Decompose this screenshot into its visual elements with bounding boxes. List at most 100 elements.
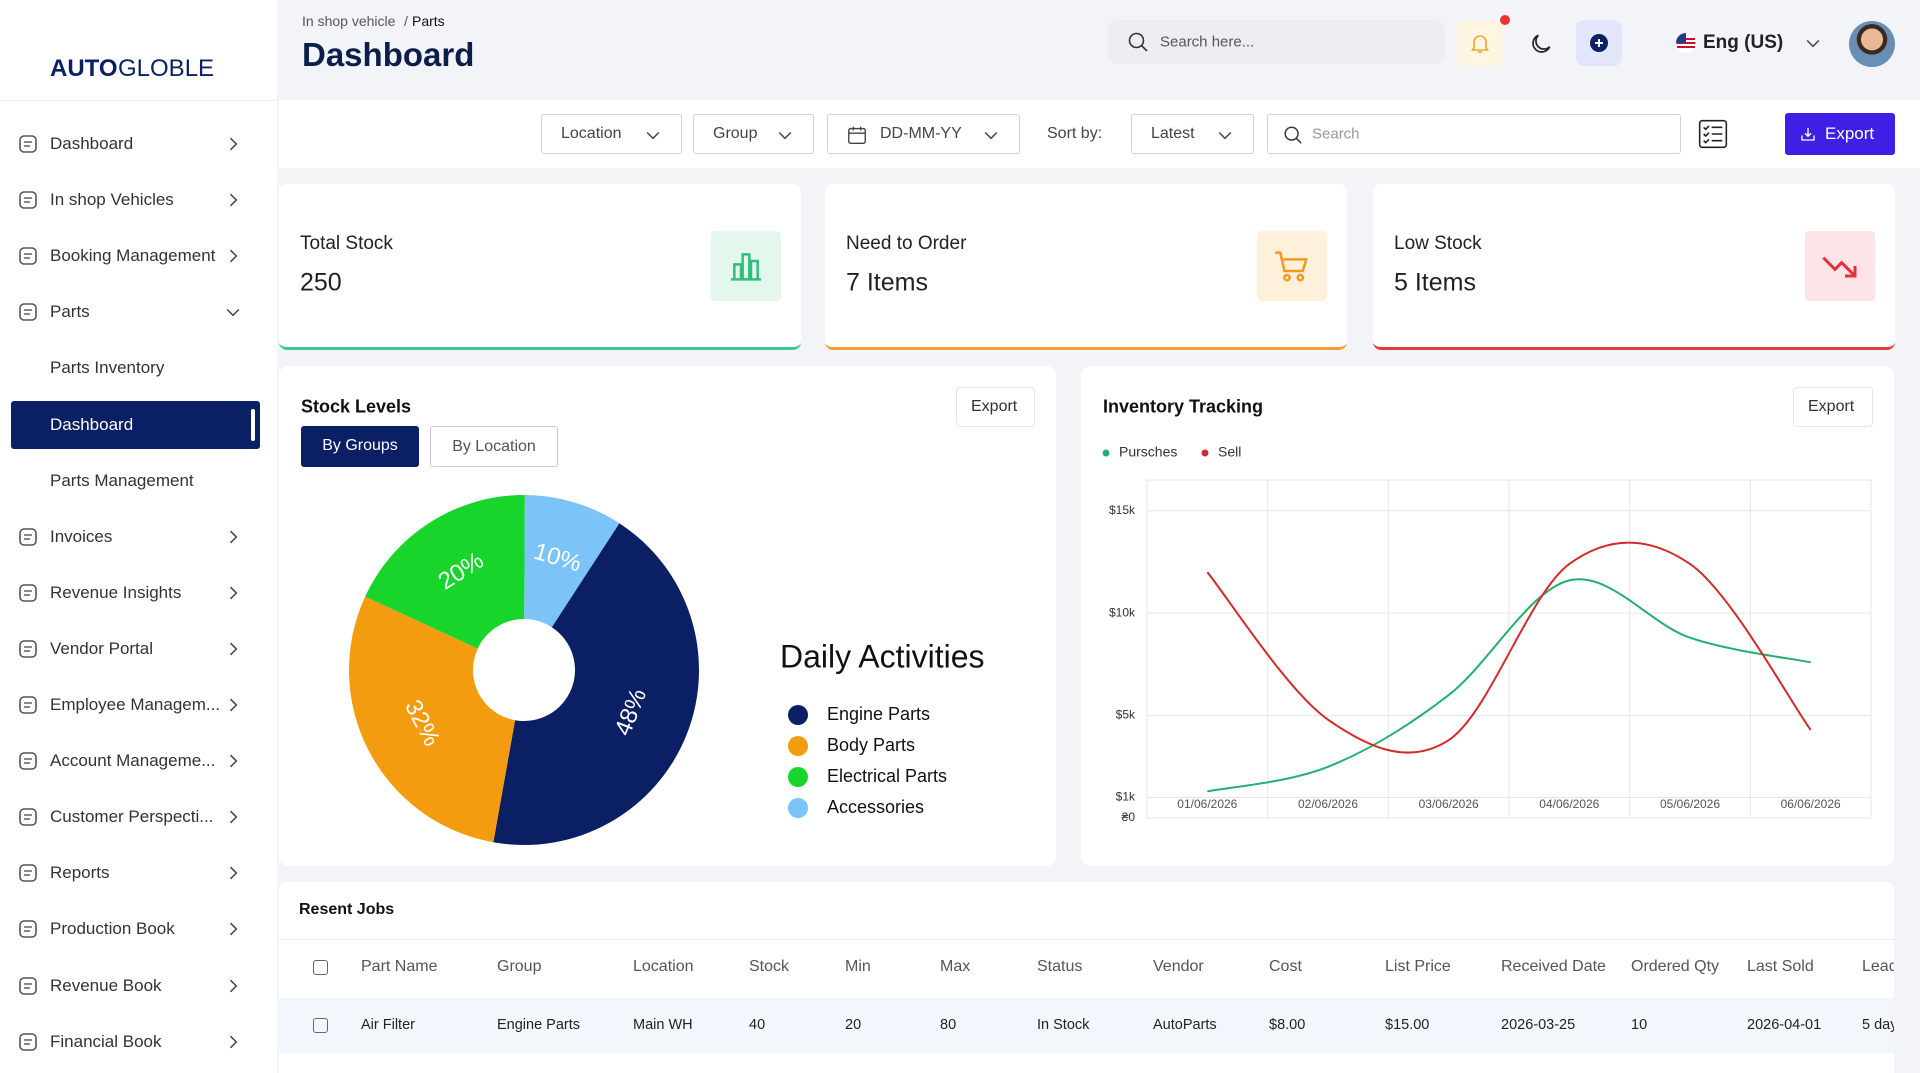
column-header: Location <box>633 958 694 975</box>
language-select[interactable]: Eng (US) <box>1660 20 1830 66</box>
nav-subitem[interactable]: Parts Management <box>11 457 260 505</box>
nav-item[interactable]: Revenue Book <box>11 964 260 1008</box>
nav-item[interactable]: Dashboard <box>11 122 260 166</box>
nav-item[interactable]: Parts <box>11 290 260 334</box>
table-cell: 2026-04-01 <box>1747 1017 1822 1033</box>
stat-label: Low Stock <box>1394 233 1482 254</box>
nav-label: Reports <box>50 863 110 883</box>
export-icon <box>1801 128 1815 141</box>
column-header: Min <box>845 958 871 975</box>
bell-icon <box>1470 35 1490 53</box>
nav-item[interactable]: In shop Vehicles <box>11 178 260 222</box>
chevron-part <box>229 530 238 544</box>
stat-icon-box <box>1805 231 1875 301</box>
chevron <box>226 309 240 317</box>
tab-button[interactable]: By Groups <box>301 426 419 467</box>
notification-button[interactable] <box>1457 20 1503 66</box>
nav-label: Dashboard <box>50 134 134 153</box>
chevron <box>778 131 792 140</box>
chevron-part <box>229 249 238 263</box>
nav-icon <box>19 976 37 995</box>
nav-sublabel: Parts Inventory <box>50 358 165 378</box>
chevron-part <box>229 698 238 712</box>
nav-item[interactable]: Reports <box>11 851 260 895</box>
stat-icon-part <box>1296 273 1305 282</box>
list-view-icon <box>1698 119 1728 149</box>
group-filter[interactable]: Group <box>693 114 814 154</box>
chevron-part <box>229 1035 238 1048</box>
nav-icon <box>19 640 37 658</box>
nav-subitem[interactable]: Parts Inventory <box>11 344 260 392</box>
location-filter[interactable]: Location <box>541 114 682 154</box>
export-button[interactable]: Export <box>1785 113 1895 155</box>
header-search[interactable]: Search here... <box>1108 20 1445 64</box>
nav-label: Production Book <box>50 919 175 939</box>
chevron <box>229 810 238 824</box>
nav-item[interactable]: Vendor Portal <box>11 627 260 671</box>
sort-select[interactable]: Latest <box>1131 114 1254 154</box>
date-filter[interactable]: DD-MM-YY <box>827 114 1020 154</box>
column-header: Last Sold <box>1747 958 1814 975</box>
column-header: Status <box>1037 958 1083 975</box>
nav-item[interactable]: Invoices <box>11 515 260 559</box>
nav-icon <box>19 191 37 209</box>
panel-export-button[interactable]: Export <box>1793 387 1873 427</box>
search-icon <box>1128 32 1148 52</box>
nav-item[interactable]: Employee Managem... <box>11 683 260 727</box>
chevron-part <box>1806 39 1820 48</box>
filter-label: Search <box>1312 125 1360 143</box>
table-cell: Engine Parts <box>497 1017 581 1033</box>
chevron-part <box>229 642 238 656</box>
chevron-part <box>229 586 238 600</box>
nav-item[interactable]: Account Manageme... <box>11 739 260 783</box>
nav-icon <box>19 752 37 770</box>
chevron <box>229 586 238 600</box>
chevron <box>229 754 238 768</box>
search-icon-part <box>1140 44 1148 52</box>
chevron-part <box>229 810 238 824</box>
nav-item[interactable]: Production Book <box>11 907 260 951</box>
chevron-part <box>778 131 792 140</box>
nav-label: Employee Managem... <box>50 695 221 714</box>
tab-button[interactable]: By Location <box>430 426 558 467</box>
chevron <box>229 249 238 263</box>
add-button[interactable] <box>1576 20 1622 66</box>
nav-label: In shop Vehicles <box>50 190 174 210</box>
checkbox[interactable] <box>313 1018 328 1033</box>
nav-icon <box>19 864 37 883</box>
nav-icon-part <box>19 191 37 209</box>
column-header: Max <box>940 958 971 975</box>
checkbox[interactable] <box>313 960 328 975</box>
nav-item[interactable]: Customer Perspecti... <box>11 795 260 839</box>
nav-item[interactable]: Booking Management <box>11 234 260 278</box>
avatar[interactable] <box>1849 21 1895 67</box>
language-label: Eng (US) <box>1703 32 1784 53</box>
panel-export-button[interactable]: Export <box>956 387 1035 427</box>
export-label: Export <box>1825 124 1875 143</box>
column-header: Received Date <box>1501 958 1606 975</box>
nav-item[interactable]: Revenue Insights <box>11 571 260 615</box>
nav-icon-part <box>19 247 37 265</box>
calendar-icon <box>848 126 866 144</box>
column-header: Lead <box>1862 958 1894 975</box>
search-placeholder: Search here... <box>1160 33 1255 51</box>
plus-icon <box>1590 34 1608 52</box>
flag-icon-part <box>1676 33 1686 43</box>
theme-button[interactable] <box>1517 20 1563 66</box>
column-header: Cost <box>1269 958 1302 975</box>
stat-icon <box>1822 256 1857 278</box>
stat-icon-part <box>1283 273 1291 282</box>
table-cell: 40 <box>749 1017 766 1033</box>
stat-icon-box <box>711 231 781 301</box>
nav-item[interactable]: Financial Book <box>11 1020 260 1064</box>
logo-light: GLOBLE <box>118 55 215 82</box>
chevron <box>229 642 238 656</box>
chevron <box>646 131 660 140</box>
nav-icon <box>19 527 37 546</box>
table-cell: 80 <box>940 1017 957 1033</box>
nav-icon-part <box>19 135 37 153</box>
nav-label: Financial Book <box>50 1031 162 1051</box>
filter-search[interactable]: Search <box>1267 114 1681 154</box>
nav-subitem[interactable]: Dashboard <box>11 400 260 449</box>
